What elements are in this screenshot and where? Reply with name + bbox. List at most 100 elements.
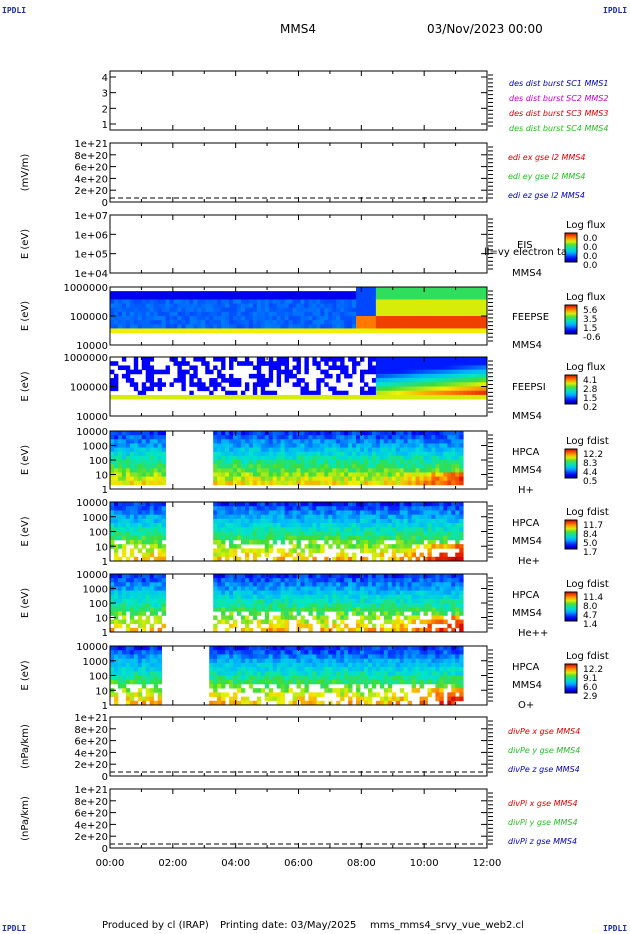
spectrogram-cell (264, 299, 270, 304)
spectrogram-cell (264, 464, 270, 469)
spectrogram-cell (300, 386, 305, 392)
spectrogram-cell (435, 556, 440, 562)
spectrogram-cell (348, 451, 353, 457)
spectrogram-cell (149, 548, 155, 553)
spectrogram-cell (117, 439, 123, 444)
spectrogram-cell (371, 311, 377, 317)
spectrogram-cell (447, 365, 452, 371)
spectrogram-cell (336, 320, 341, 325)
spectrogram-cell (459, 431, 464, 436)
spectrogram-cell (316, 443, 321, 448)
spectrogram-cell (229, 365, 234, 371)
panel-frame (109, 214, 488, 274)
spectrogram-cell (451, 510, 456, 516)
spectrogram-cell (157, 552, 162, 558)
spectrogram-cell (383, 535, 389, 541)
spectrogram-cell (110, 311, 115, 317)
spectrogram-cell (284, 295, 289, 300)
spectrogram-cell (379, 287, 385, 292)
spectrogram-cell (141, 480, 147, 486)
spectrogram-cell (363, 443, 369, 448)
spectrogram-cell (141, 611, 147, 616)
spectrogram-cell (292, 435, 297, 440)
spectrogram-cell (348, 295, 353, 300)
spectrogram-cell (280, 311, 286, 317)
spectrogram-cell (483, 320, 488, 325)
spectrogram-cell (113, 574, 119, 579)
spectrogram-cell (316, 514, 321, 520)
spectrogram-cell (153, 324, 159, 329)
spectrogram-cell (229, 480, 234, 486)
spectrogram-cell (383, 394, 389, 400)
spectrogram-cell (431, 431, 436, 436)
spectrogram-cell (248, 295, 254, 300)
spectrogram-cell (256, 480, 262, 486)
spectrogram-cell (288, 435, 293, 440)
spectrogram-cell (280, 291, 286, 296)
spectrogram-cell (459, 378, 464, 383)
spectrogram-cell (260, 443, 266, 448)
spectrogram-cell (149, 435, 155, 440)
spectrogram-cell (252, 303, 258, 309)
spectrogram-cell (280, 510, 286, 516)
spectrogram-cell (300, 548, 305, 553)
spectrogram-cell (304, 320, 309, 325)
spectrogram-cell (320, 369, 325, 375)
spectrogram-cell (252, 299, 258, 304)
spectrogram-cell (284, 447, 289, 453)
spectrogram-cell (367, 603, 373, 608)
spectrogram-cell (264, 291, 270, 296)
spectrogram-cell (264, 468, 270, 473)
spectrogram-cell (463, 328, 468, 333)
spectrogram-cell (379, 307, 385, 313)
spectrogram-cell (268, 464, 274, 469)
spectrogram-cell (475, 361, 480, 366)
spectrogram-cell (447, 361, 452, 366)
spectrogram-cell (129, 506, 135, 511)
spectrogram-cell (236, 590, 242, 596)
spectrogram-cell (447, 386, 452, 392)
spectrogram-cell (110, 316, 115, 321)
spectrogram-cell (141, 594, 147, 600)
spectrogram-cell (332, 590, 337, 596)
spectrogram-cell (276, 311, 282, 317)
spectrogram-cell (383, 544, 389, 549)
spectrogram-cell (356, 316, 361, 321)
spectrogram-cell (292, 590, 297, 596)
spectrogram-cell (296, 539, 301, 545)
spectrogram-cell (125, 594, 131, 600)
spectrogram-cell (145, 582, 151, 587)
spectrogram-cell (467, 303, 472, 309)
spectrogram-cell (133, 472, 139, 477)
spectrogram-cell (137, 460, 143, 465)
y-tick-label: 2 (102, 104, 108, 115)
spectrogram-cell (304, 619, 309, 625)
spectrogram-cell (121, 443, 127, 448)
spectrogram-cell (280, 472, 286, 477)
spectrogram-cell (141, 390, 147, 396)
spectrogram-cell (125, 476, 131, 482)
spectrogram-cell (348, 544, 353, 549)
spectrogram-cell (280, 316, 286, 321)
spectrogram-cell (296, 299, 301, 304)
spectrogram-cell (356, 468, 361, 473)
spectrogram-cell (117, 518, 123, 524)
spectrogram-cell (284, 468, 289, 473)
spectrogram-cell (165, 316, 170, 321)
spectrogram-cell (451, 394, 456, 400)
spectrogram-cell (268, 594, 274, 600)
spectrogram-cell (121, 619, 127, 625)
spectrogram-cell (419, 361, 424, 366)
spectrogram-cell (300, 590, 305, 596)
spectrogram-cell (137, 531, 143, 537)
spectrogram-cell (431, 357, 436, 362)
spectrogram-cell (348, 447, 353, 453)
spectrogram-cell (121, 502, 127, 507)
spectrogram-cell (276, 320, 282, 325)
spectrogram-cell (121, 295, 127, 300)
spectrogram-cell (276, 510, 282, 516)
spectrogram-cell (447, 603, 452, 608)
spectrogram-cell (336, 460, 341, 465)
spectrogram-cell (459, 531, 464, 537)
spectrogram-cell (256, 502, 262, 507)
